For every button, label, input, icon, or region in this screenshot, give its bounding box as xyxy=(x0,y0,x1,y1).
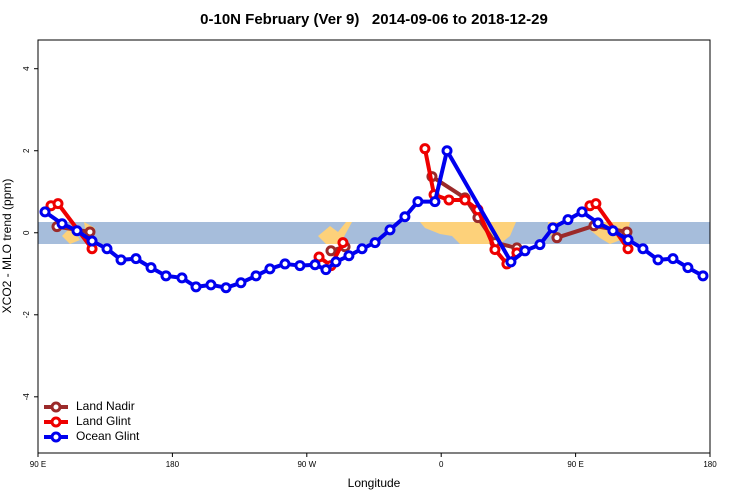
point xyxy=(176,272,188,284)
x-tick-label: 0 xyxy=(439,460,444,469)
point xyxy=(279,258,291,270)
point xyxy=(590,198,602,210)
point xyxy=(551,232,563,244)
point xyxy=(205,279,217,291)
point xyxy=(115,254,127,266)
point xyxy=(399,211,411,223)
x-tick-label: 90 E xyxy=(567,460,583,469)
x-tick-label: 90 E xyxy=(30,460,46,469)
point xyxy=(71,225,83,237)
point xyxy=(325,245,337,257)
point xyxy=(419,143,431,155)
point xyxy=(101,243,113,255)
ocean-band xyxy=(38,222,710,244)
point xyxy=(576,206,588,218)
series-line xyxy=(43,148,704,290)
point xyxy=(489,244,501,256)
land xyxy=(318,222,352,244)
point xyxy=(190,281,202,293)
point xyxy=(313,251,325,263)
legend-label: Land Glint xyxy=(76,414,131,428)
legend-label: Land Nadir xyxy=(76,399,135,413)
point xyxy=(622,234,634,246)
point xyxy=(562,214,574,226)
point xyxy=(235,277,247,289)
point xyxy=(337,237,349,249)
point xyxy=(145,262,157,274)
point xyxy=(320,264,332,276)
point xyxy=(459,194,471,206)
point xyxy=(505,256,517,268)
y-tick-label: -2 xyxy=(22,311,31,319)
point xyxy=(309,259,321,271)
point xyxy=(86,235,98,247)
point xyxy=(264,263,276,275)
point xyxy=(130,253,142,265)
point xyxy=(412,196,424,208)
point xyxy=(519,245,531,257)
point xyxy=(52,198,64,210)
y-tick-label: -4 xyxy=(22,393,31,401)
x-tick-label: 180 xyxy=(703,460,717,469)
point xyxy=(697,270,709,282)
point xyxy=(534,239,546,251)
point xyxy=(250,270,262,282)
point xyxy=(356,243,368,255)
legend-marker xyxy=(50,416,62,428)
point xyxy=(429,196,441,208)
point xyxy=(220,282,232,294)
point xyxy=(39,206,51,218)
point xyxy=(547,222,559,234)
y-axis-label: XCO2 - MLO trend (ppm) xyxy=(0,179,14,314)
point xyxy=(607,225,619,237)
y-tick-label: 4 xyxy=(22,66,31,71)
legend-marker xyxy=(50,431,62,443)
point xyxy=(84,226,96,238)
point xyxy=(637,243,649,255)
point xyxy=(667,253,679,265)
point xyxy=(343,250,355,262)
point xyxy=(443,194,455,206)
point xyxy=(384,224,396,236)
y-tick-label: 2 xyxy=(22,148,31,153)
point xyxy=(592,217,604,229)
point xyxy=(441,145,453,157)
point xyxy=(294,260,306,272)
x-axis-label: Longitude xyxy=(348,476,401,490)
point xyxy=(682,262,694,274)
point xyxy=(330,256,342,268)
point xyxy=(622,243,634,255)
x-tick-label: 180 xyxy=(166,460,180,469)
point xyxy=(652,254,664,266)
legend-label: Ocean Glint xyxy=(76,429,140,443)
legend-marker xyxy=(50,401,62,413)
plot-frame xyxy=(37,39,711,454)
x-tick-label: 90 W xyxy=(297,460,316,469)
point xyxy=(369,237,381,249)
chart-title: 0-10N February (Ver 9) 2014-09-06 to 201… xyxy=(200,11,548,28)
y-tick-label: 0 xyxy=(22,230,31,235)
point xyxy=(160,270,172,282)
point xyxy=(56,218,68,230)
